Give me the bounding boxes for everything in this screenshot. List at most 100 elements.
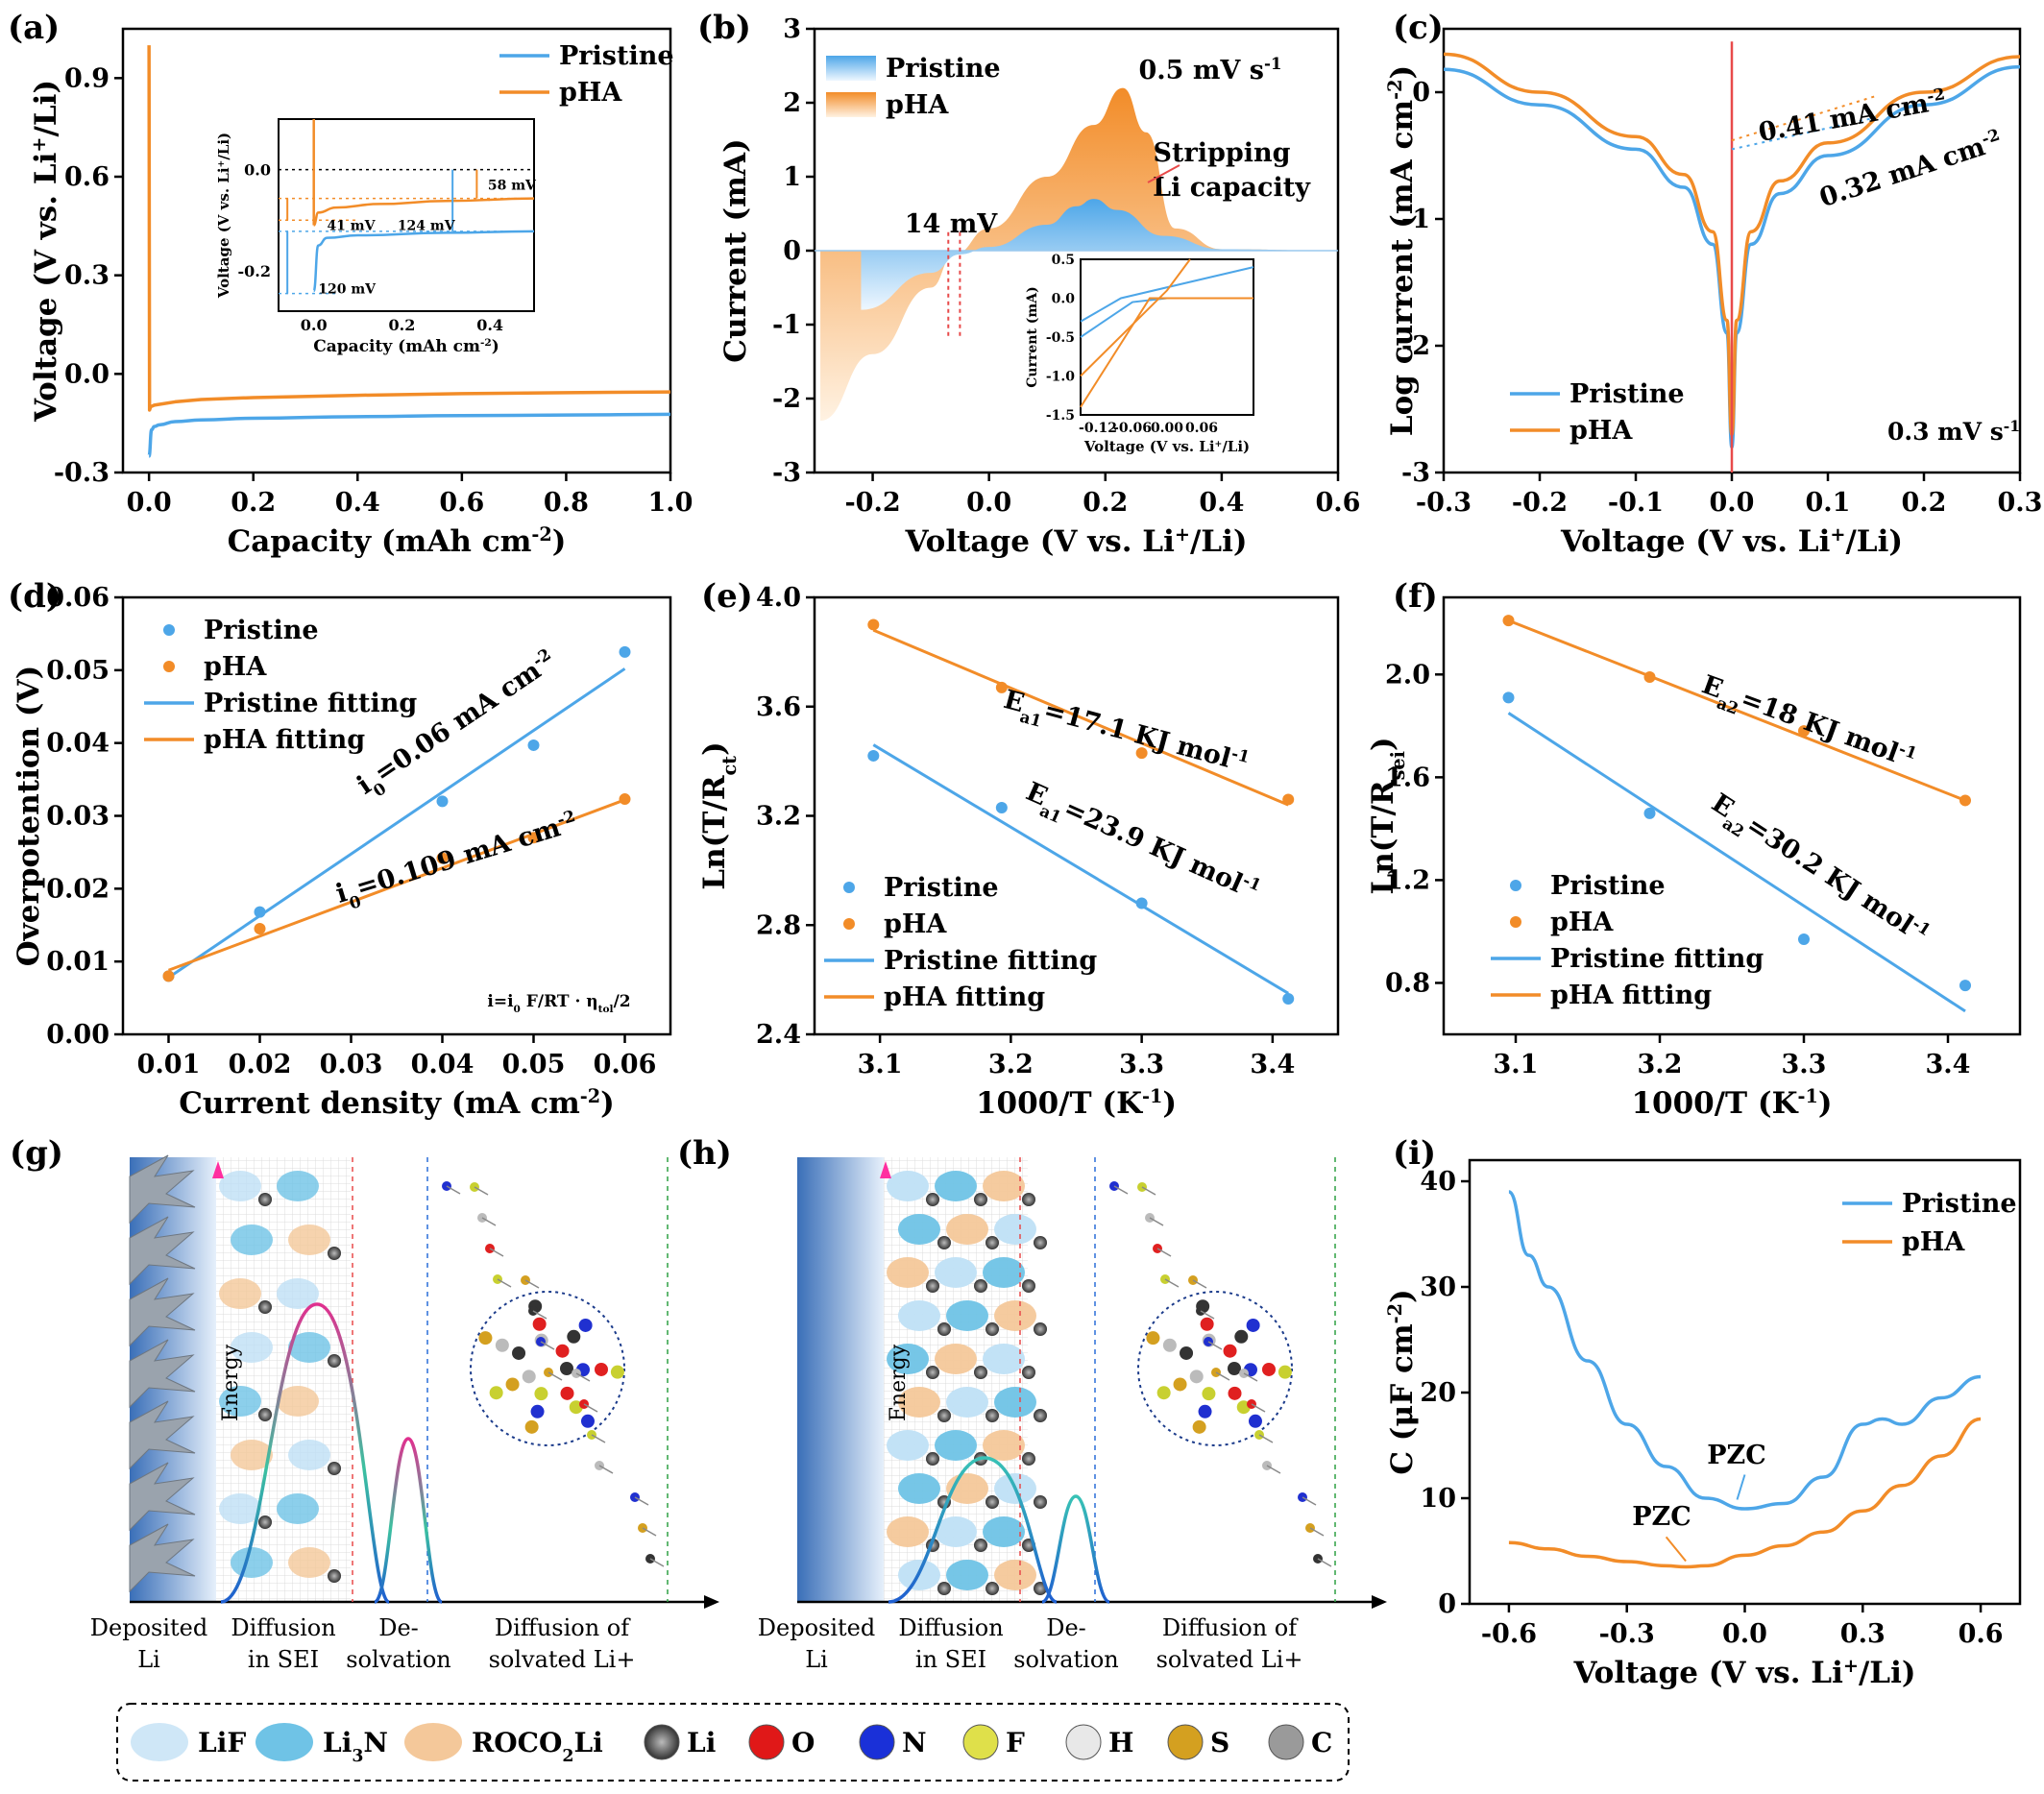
chart-a: 0.0 0.2 0.4 0.6 0.8 1.0 -0.3 0.0 0.3 0.6 0.9 Pristi… [28,27,693,559]
molecule-bond [540,1341,555,1350]
data-point [619,645,631,658]
data-point [254,923,266,935]
x-tick-label: 0.2 [1902,488,1947,518]
legend-label-li: Li [687,1727,716,1758]
legend-pristine-label: Pristine [1550,871,1666,901]
legend-label-h: H [1108,1727,1133,1758]
legend-label-li3n: Li3N [323,1727,388,1766]
molecule-bond [1251,1403,1266,1413]
y-tick-label: 0.00 [46,1020,110,1050]
data-point [162,970,175,982]
y-tick-label: 0.02 [46,874,110,904]
text-part: -2 [1926,84,1947,106]
data-point [1502,691,1515,704]
sei-particle [887,1344,929,1374]
annotation-stripping: Stripping [1154,138,1291,168]
text-part: ) [1818,1086,1833,1121]
chart-b: -0.2 0.0 0.2 0.4 0.6 -3 -2 -1 0 1 2 3 Pristine pHA 0.5… [718,14,1360,559]
text-part: -1 [1264,54,1282,73]
y-tick-label: 30 [1420,1273,1456,1302]
x-tick-label: 0.3 [1998,488,2043,518]
molecule-bond [1266,1465,1281,1474]
sei-particle [935,1344,977,1374]
legend-pha-fit-label: pHA fitting [204,725,365,755]
reaction-arrowhead [1372,1595,1387,1609]
li-atom [937,1236,951,1249]
sei-particle [231,1224,273,1255]
data-point [1282,793,1295,806]
data-point [527,832,540,844]
inset-frame [1080,258,1254,416]
series-pha [1508,1417,1982,1569]
text-part: =17.1 KJ mol [1040,695,1233,774]
legend-pha-label: pHA [1550,908,1614,937]
text-part: =23.9 KJ mol [1059,793,1248,899]
data-point [867,749,880,762]
x-tick-label: 3.2 [988,1050,1034,1079]
legend-swatch [404,1723,462,1761]
legend-pha-fit-label: pHA fitting [1550,981,1712,1010]
legend-pristine-label: Pristine [1570,379,1685,409]
deposited-li-block [797,1157,884,1602]
solvated-molecule-atom [1246,1318,1260,1332]
stage-label: solvated Li+ [1156,1646,1303,1673]
inset-x-tick-label: 0.00 [1151,421,1183,436]
stage-label: Diffusion [231,1614,335,1641]
text-part: =0.06 mA cm [369,656,547,788]
data-point [619,793,631,806]
legend-pristine-label: Pristine [1902,1189,2017,1219]
x-tick-label: 0.2 [231,488,276,518]
x-tick-label: -0.3 [1599,1619,1655,1649]
text-part: -2 [1979,125,2002,149]
text-part: tol [598,1004,614,1015]
text-part: sei [1387,751,1409,780]
dendrite-shape [129,1462,196,1532]
text-part: + [1175,523,1190,545]
solvated-molecule-atom [594,1362,608,1376]
sei-barrier-curve [220,1302,391,1604]
reaction-arrowhead [704,1595,719,1609]
li-atom [974,1366,987,1379]
molecule-bond [474,1186,489,1196]
text-part: -2 [1384,1303,1406,1323]
molecule-bond [1156,1248,1172,1257]
solvated-molecule-atom [524,1419,539,1434]
solvated-molecule-atom [1202,1387,1216,1401]
panel-letter: (c) [1393,9,1444,47]
x-tick-label: 3.1 [1494,1050,1539,1079]
stage-label: Deposited [758,1614,875,1641]
text-part: F/RT · η [521,992,598,1011]
annotation-41: 41 mV [327,219,376,234]
inset-a: 58 mV 41 mV 124 mV 120 mV 0.0 0.2 0.4 0.0 -0.2 Ca… [215,118,537,356]
inset-x-title: Capacity (mAh cm-2) [313,337,499,356]
legend-label-s: S [1210,1727,1229,1758]
chart-c: -0.3 -0.2 -0.1 0.0 0.1 0.2 0.3-3-2-10 0.41 mA c… [1384,27,2043,559]
legend-swatch [748,1724,785,1760]
sei-particle [898,1387,940,1418]
li-atom [986,1236,999,1249]
legend-pristine-fit-label: Pristine fitting [884,946,1097,976]
legend-frame [116,1703,1350,1782]
legend-swatch [1167,1724,1204,1760]
stage-label: Li [137,1646,160,1673]
stage-label: Diffusion [898,1614,1003,1641]
y-tick-label: 4.0 [756,583,801,613]
energy-arrowhead [880,1161,891,1178]
li-atom [937,1409,951,1422]
text-part: 2 [562,1747,573,1766]
inset-x-tick-label: 0.4 [476,316,503,334]
y-tick-label: 0 [783,236,801,266]
molecule-bond [1207,1341,1223,1350]
y-tick-label: 0.04 [46,729,110,759]
molecule-bond [1302,1496,1317,1506]
text-part: ) [1366,737,1400,751]
y-tick-label: 0.6 [64,162,110,192]
text-part: C (μF cm [1385,1323,1420,1474]
x-axis-title: Current density (mA cm-2) [179,1085,615,1122]
solvated-molecule-atom [610,1365,624,1379]
y-tick-label: 0 [1438,1589,1456,1619]
legend-label-roco2li: ROCO2Li [472,1727,603,1766]
inset-series-pristine [312,230,535,293]
sei-particle [288,1224,330,1255]
inset-y-tick-label: 0.0 [1052,292,1076,307]
